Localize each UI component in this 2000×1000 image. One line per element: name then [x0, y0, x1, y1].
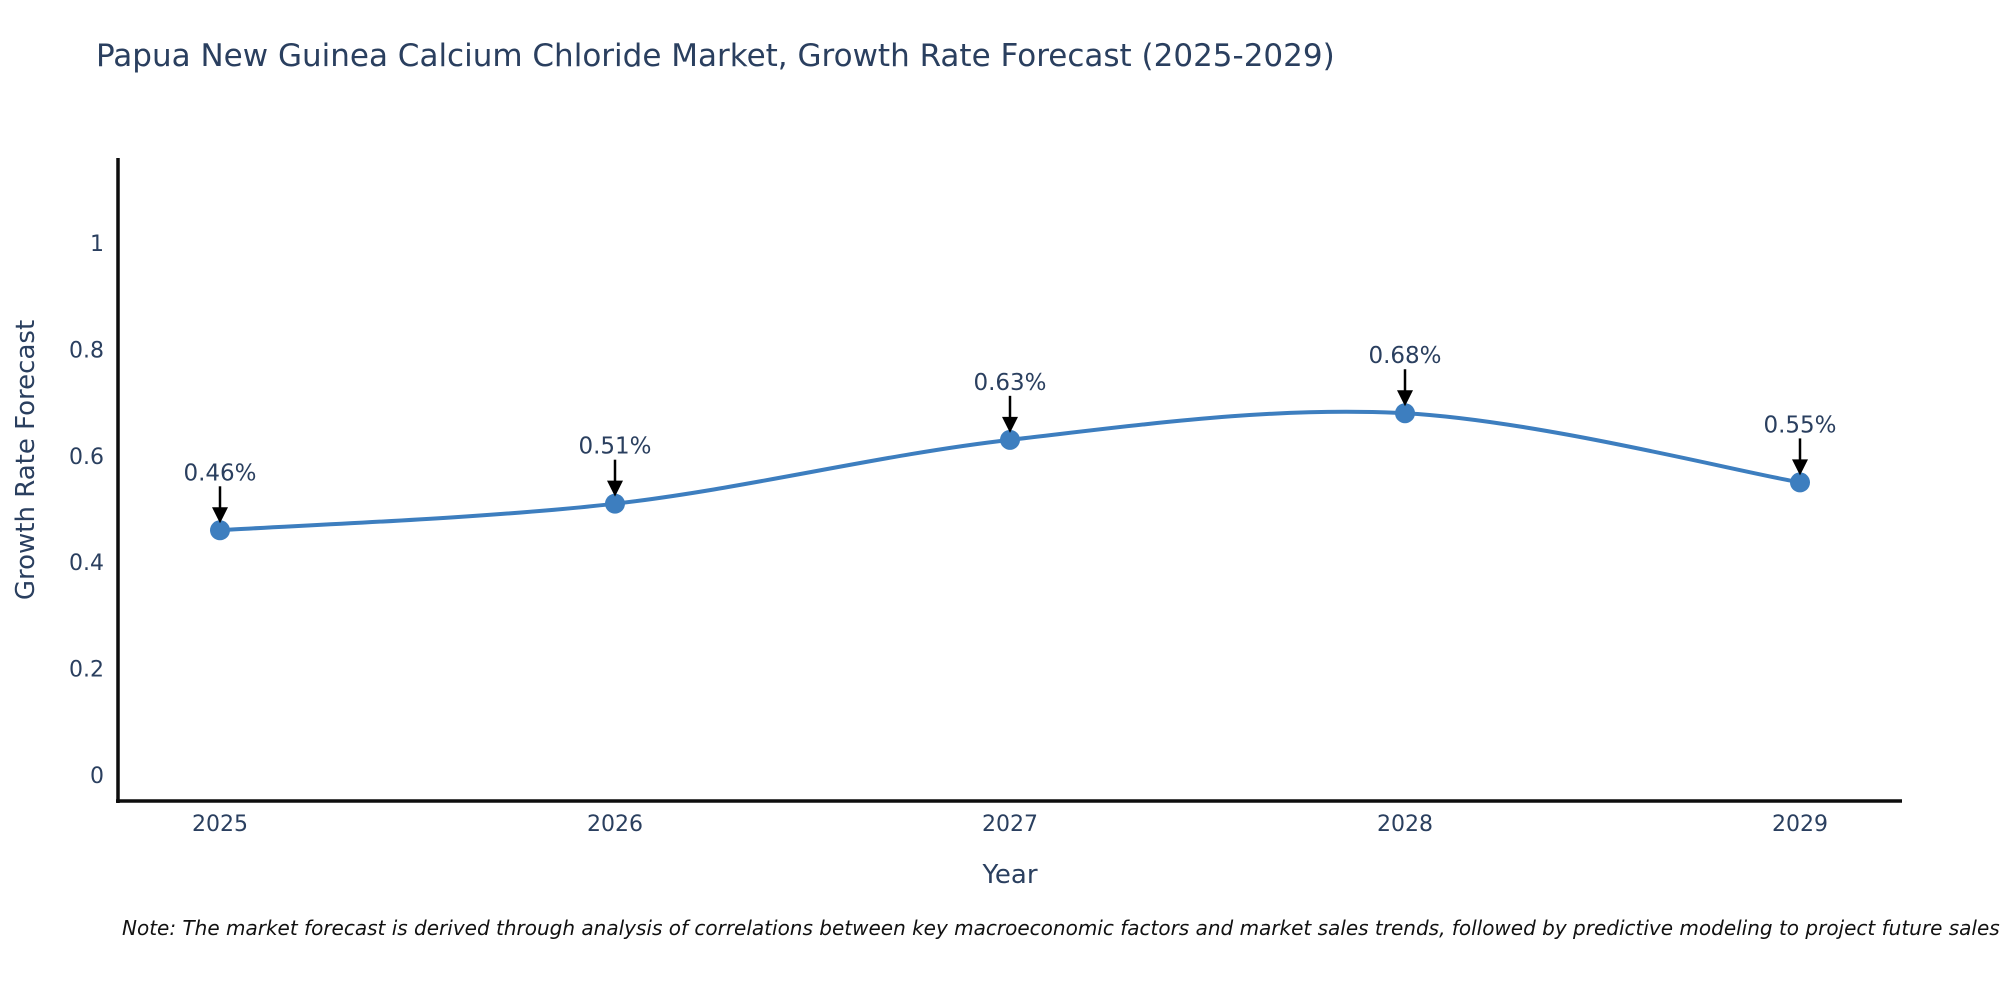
- data-point-label: 0.55%: [1763, 412, 1836, 438]
- y-tick-label: 0.8: [69, 338, 104, 363]
- y-axis-title: Growth Rate Forecast: [11, 320, 41, 600]
- chart-footnote: Note: The market forecast is derived thr…: [122, 916, 2000, 940]
- y-tick-label: 0.4: [69, 551, 104, 576]
- y-tick-label: 1: [90, 232, 104, 257]
- annotation-arrowhead: [1792, 459, 1808, 476]
- x-tick-label: 2029: [1772, 812, 1828, 837]
- data-point-marker[interactable]: [1395, 403, 1415, 424]
- data-point-marker[interactable]: [1000, 429, 1020, 450]
- annotation-arrowhead: [1397, 390, 1413, 407]
- data-point-label: 0.63%: [973, 370, 1046, 396]
- x-tick-label: 2026: [587, 812, 643, 837]
- data-point-marker[interactable]: [605, 493, 625, 514]
- x-tick-label: 2027: [982, 812, 1038, 837]
- x-axis-title: Year: [981, 860, 1037, 890]
- chart-title: Papua New Guinea Calcium Chloride Market…: [96, 38, 1335, 74]
- annotation-arrowhead: [1002, 416, 1018, 433]
- y-tick-label: 0: [90, 764, 104, 789]
- y-tick-label: 0.6: [69, 445, 104, 470]
- data-point-label: 0.68%: [1368, 343, 1441, 369]
- y-tick-label: 0.2: [69, 658, 104, 683]
- data-point-label: 0.46%: [183, 460, 256, 486]
- annotation-arrowhead: [212, 507, 228, 524]
- x-tick-label: 2025: [192, 812, 248, 837]
- x-tick-label: 2028: [1377, 812, 1433, 837]
- data-point-marker[interactable]: [1790, 472, 1810, 493]
- annotation-arrowhead: [607, 480, 623, 497]
- data-point-marker[interactable]: [210, 520, 230, 541]
- data-point-label: 0.51%: [578, 434, 651, 460]
